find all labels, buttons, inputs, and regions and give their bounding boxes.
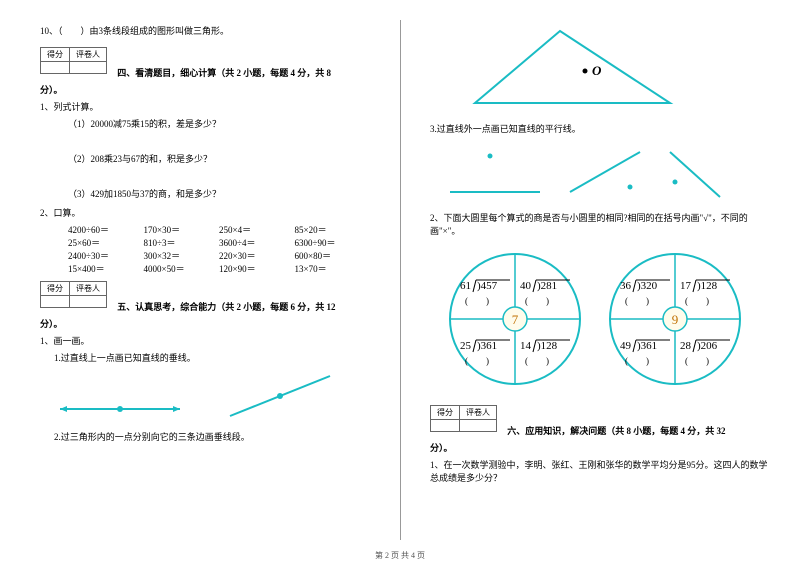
oral-cell: 15×400＝ [68,262,144,275]
oral-cell: 13×70＝ [295,262,371,275]
q4-1-3: （3）429加1850与37的商，和是多少？ [68,187,370,200]
svg-text:( ): ( ) [625,356,649,366]
q5-1-3: 3.过直线外一点画已知直线的平行线。 [430,122,770,135]
oral-row-1: 25×60＝ 810÷3＝ 3600÷4＝ 6300÷90＝ [68,236,370,249]
svg-text:)361: )361 [637,340,657,352]
oral-cell: 6300÷90＝ [295,236,371,249]
oral-cell: 170×30＝ [144,223,220,236]
svg-text:)361: )361 [477,340,497,352]
svg-text:)457: )457 [477,280,498,292]
q5-2: 2、下面大圆里每个算式的商是否与小圆里的相同?相同的在括号内画"√"，不同的画"… [430,211,770,237]
q4-2: 2、口算。 [40,206,370,219]
grader-cell [70,62,107,74]
oral-cell: 25×60＝ [68,236,144,249]
section-5-title-end: 分）。 [40,317,370,330]
svg-text:49: 49 [620,340,632,352]
q4-1-1: （1）20000减75乘15的积，差是多少？ [68,117,370,130]
oral-cell: 220×30＝ [219,249,295,262]
q5-1: 1、画一画。 [40,334,370,347]
oral-row-0: 4200÷60＝ 170×30＝ 250×4＝ 85×20＝ [68,223,370,236]
score-box-4: 得分评卷人 [40,47,107,74]
oral-cell: 4000×50＝ [144,262,220,275]
grader-label: 评卷人 [460,406,497,420]
oral-cell: 3600÷4＝ [219,236,295,249]
oral-row-2: 2400÷30＝ 300×32＝ 220×30＝ 600×80＝ [68,249,370,262]
oral-cell: 2400÷30＝ [68,249,144,262]
page-footer: 第 2 页 共 4 页 [0,550,800,561]
svg-text:( ): ( ) [525,296,549,306]
score-label: 得分 [431,406,460,420]
question-10: 10、（ ）由3条线段组成的图形叫做三角形。 [40,24,370,37]
svg-text:25: 25 [460,340,472,352]
q5-1-2: 2.过三角形内的一点分别向它的三条边画垂线段。 [54,430,370,443]
svg-text:( ): ( ) [625,296,649,306]
oral-row-3: 15×400＝ 4000×50＝ 120×90＝ 13×70＝ [68,262,370,275]
svg-text:)206: )206 [697,340,718,352]
section-6-title: 六、应用知识，解决问题（共 8 小题，每题 4 分，共 32 [507,426,725,436]
svg-text:14: 14 [520,340,532,352]
score-box-6: 得分评卷人 [430,405,497,432]
score-cell [431,420,460,432]
section-4-title-end: 分）。 [40,83,370,96]
svg-text:( ): ( ) [685,296,709,306]
svg-text:61: 61 [460,280,471,292]
oral-cell: 810÷3＝ [144,236,220,249]
grader-label: 评卷人 [70,282,107,296]
svg-text:( ): ( ) [465,356,489,366]
svg-text:40: 40 [520,280,532,292]
oral-cell: 120×90＝ [219,262,295,275]
oral-cell: 600×80＝ [295,249,371,262]
svg-text:( ): ( ) [465,296,489,306]
section-5-title: 五、认真思考，综合能力（共 2 小题，每题 6 分，共 12 [117,302,335,312]
score-label: 得分 [41,282,70,296]
svg-text:( ): ( ) [685,356,709,366]
oral-cell: 4200÷60＝ [68,223,144,236]
grader-cell [70,296,107,308]
score-cell [41,296,70,308]
q4-1: 1、列式计算。 [40,100,370,113]
q5-1-1: 1.过直线上一点画已知直线的垂线。 [54,351,370,364]
left-column: 10、（ ）由3条线段组成的图形叫做三角形。 得分评卷人 四、看清题目，细心计算… [0,0,400,565]
triangle-diagram: O [430,23,690,113]
svg-text:)281: )281 [537,280,557,292]
oral-cell: 250×4＝ [219,223,295,236]
oral-cell: 300×32＝ [144,249,220,262]
section-6-title-end: 分）。 [430,441,770,454]
svg-text:( ): ( ) [525,356,549,366]
svg-text:36: 36 [620,280,632,292]
score-box-5: 得分评卷人 [40,281,107,308]
q4-1-2: （2）208乘23与67的和，积是多少？ [68,152,370,165]
svg-text:)128: )128 [697,280,718,292]
grader-label: 评卷人 [70,48,107,62]
section-4-title: 四、看清题目，细心计算（共 2 小题，每题 4 分，共 8 [117,68,331,78]
svg-text:O: O [592,63,602,78]
svg-text:9: 9 [672,312,679,327]
perpendicular-diagram [40,371,340,421]
svg-text:17: 17 [680,280,692,292]
q6-1: 1、在一次数学测验中，李明、张红、王刚和张华的数学平均分是95分。这四人的数学总… [430,458,770,484]
oral-cell: 85×20＝ [295,223,371,236]
circles-diagram: 7 61 )457 40 )281 ( ) ( ) 25 )361 14 )128 ( )… [430,244,770,394]
svg-text:)128: )128 [537,340,558,352]
grader-cell [460,420,497,432]
score-label: 得分 [41,48,70,62]
right-column: O 3.过直线外一点画已知直线的平行线。 2、下面大圆里每个算式的商是否与小圆里… [400,0,800,565]
svg-text:28: 28 [680,340,692,352]
parallel-diagram [430,142,730,202]
svg-text:7: 7 [512,312,519,327]
score-cell [41,62,70,74]
svg-text:)320: )320 [637,280,658,292]
